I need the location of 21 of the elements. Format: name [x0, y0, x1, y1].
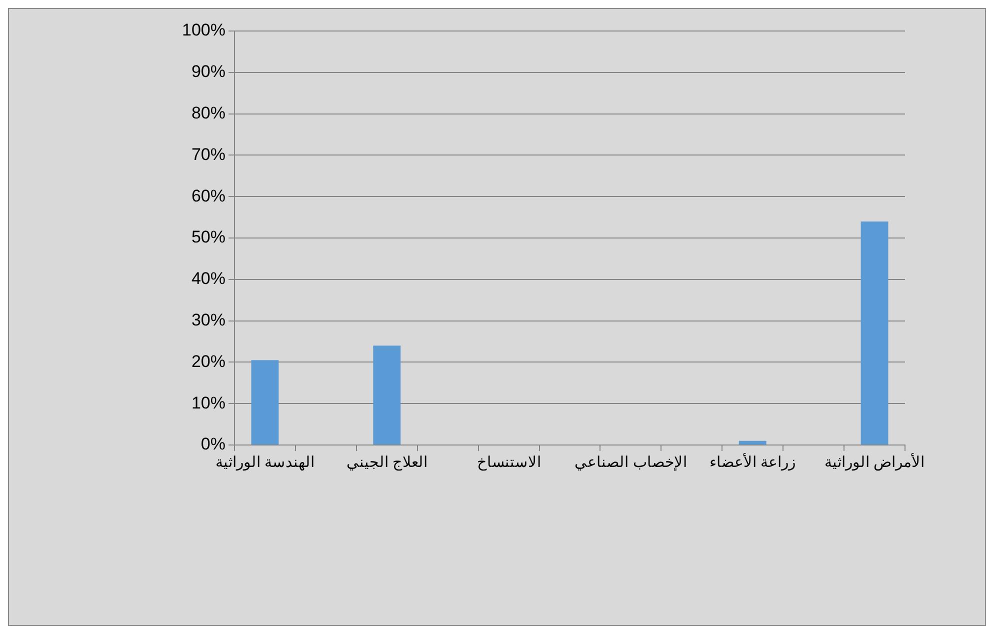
- bar: [373, 346, 401, 444]
- x-tick-label: الإخصاب الصناعي: [574, 454, 687, 472]
- y-tick-label: 90%: [191, 62, 226, 82]
- y-tick-label: 10%: [191, 393, 226, 412]
- y-tick-label: 80%: [191, 103, 226, 122]
- y-tick-label: 40%: [191, 269, 226, 288]
- bar: [860, 221, 888, 444]
- x-tick-label: الأمراض الوراثية: [824, 453, 925, 472]
- y-tick-label: 50%: [191, 228, 226, 247]
- y-tick-label: 70%: [191, 144, 226, 164]
- x-tick-label: الاستنساخ: [476, 454, 541, 472]
- x-tick-label: الهندسة الوراثية: [215, 454, 315, 472]
- y-tick-label: 60%: [191, 186, 226, 206]
- x-tick-label: زراعة الأعضاء: [710, 453, 796, 472]
- bar: [738, 440, 766, 444]
- y-tick-label: 30%: [191, 310, 226, 330]
- y-tick-label: 100%: [182, 20, 226, 40]
- x-tick-label: العلاج الجيني: [346, 454, 428, 472]
- y-tick-label: 20%: [191, 352, 226, 371]
- y-tick-label: 0%: [200, 434, 226, 454]
- bar: [251, 360, 279, 444]
